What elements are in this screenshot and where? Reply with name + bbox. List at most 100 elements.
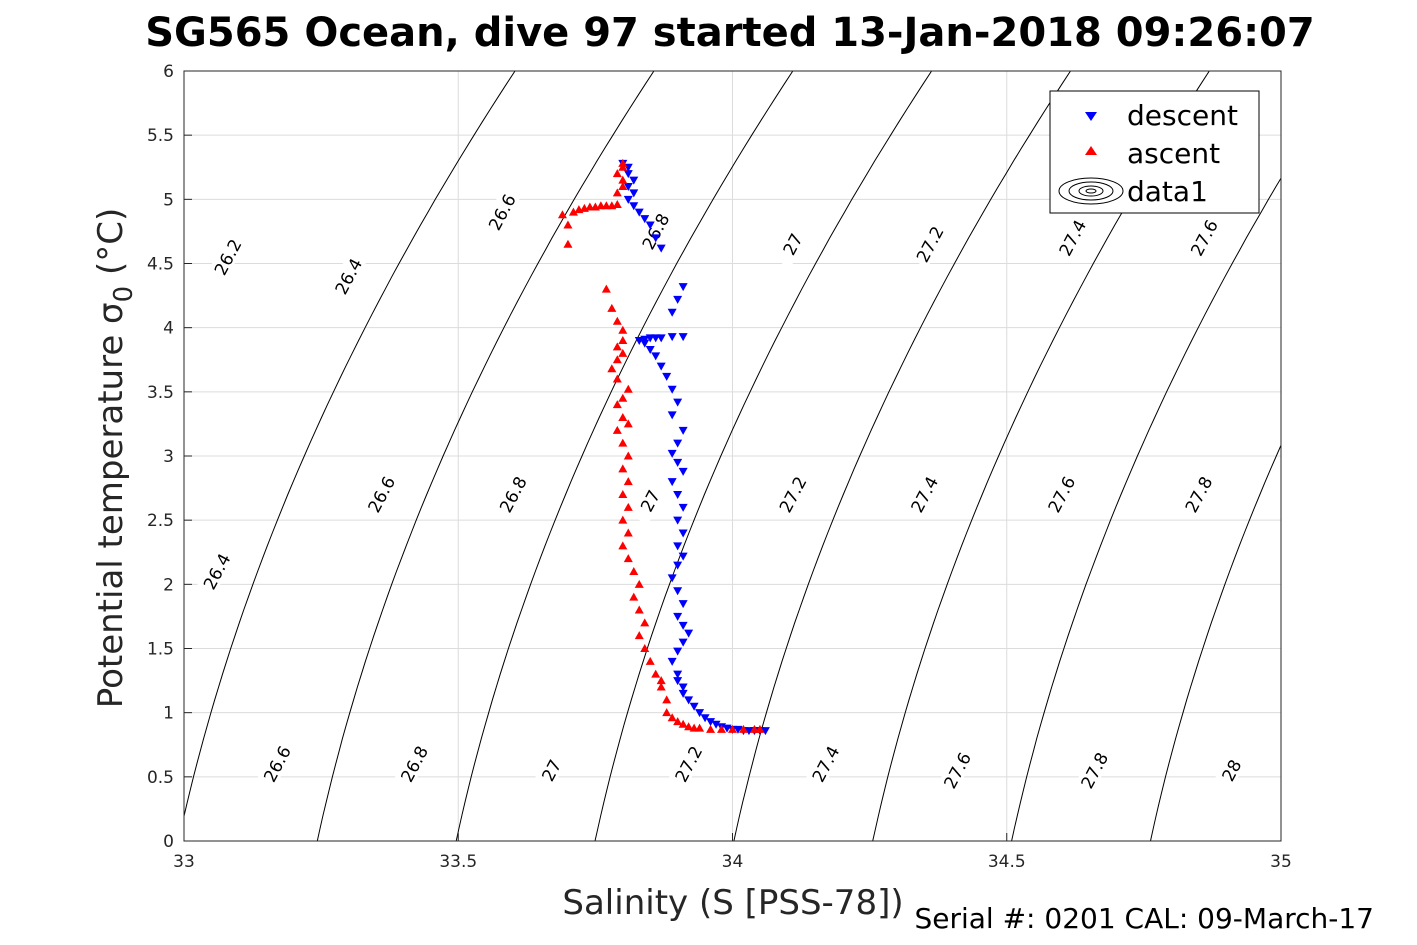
descent-point <box>673 670 683 679</box>
ascent-point <box>634 605 644 614</box>
descent-point <box>673 295 683 304</box>
descent-point <box>673 587 683 596</box>
y-tick-label: 3.5 <box>147 383 174 403</box>
serial-cal-footer: Serial #: 0201 CAL: 09-March-17 <box>914 902 1374 935</box>
ascent-point <box>640 644 650 652</box>
contour-label: 27.8 <box>1178 469 1217 519</box>
ascent-point <box>629 567 639 575</box>
descent-point <box>656 362 666 371</box>
ascent-point <box>656 682 666 691</box>
y-tick-label: 0 <box>163 832 174 852</box>
ascent-point <box>612 199 622 208</box>
descent-point <box>678 638 688 647</box>
ascent-point <box>634 579 644 588</box>
descent-point <box>678 600 688 609</box>
ascent-point <box>618 490 628 498</box>
contour-label: 27.6 <box>1041 469 1080 519</box>
ascent-point <box>618 348 628 357</box>
ascent-point <box>695 723 705 732</box>
descent-point <box>678 683 688 692</box>
y-tick-label: 3 <box>163 447 174 467</box>
descent-point <box>673 647 683 656</box>
ascent-point <box>618 336 628 344</box>
ascent-point <box>667 713 677 722</box>
descent-point <box>695 709 705 718</box>
ascent-point <box>678 719 688 728</box>
ascent-point <box>618 175 628 184</box>
descent-point <box>678 283 688 292</box>
contour-label: 26.8 <box>493 469 532 519</box>
y-tick-label: 5 <box>163 190 174 210</box>
descent-point <box>645 221 655 230</box>
ascent-point <box>568 207 578 216</box>
ascent-point <box>563 220 573 229</box>
contour-label: 27.2 <box>772 469 811 519</box>
x-tick-label: 35 <box>1270 852 1292 872</box>
ascent-point <box>618 413 628 421</box>
contour-label: 28 <box>1211 745 1250 795</box>
descent-point <box>651 352 661 361</box>
descent-point <box>673 439 683 448</box>
ascent-point <box>601 284 611 293</box>
descent-point <box>673 677 683 686</box>
y-tick-label: 6 <box>163 62 174 82</box>
descent-point <box>667 574 677 583</box>
legend-data1-label: data1 <box>1127 175 1208 208</box>
chart-title: SG565 Ocean, dive 97 started 13-Jan-2018… <box>145 10 1314 56</box>
descent-point <box>678 467 688 476</box>
descent-point <box>656 244 666 253</box>
isopycnal-line <box>1011 177 1281 841</box>
y-tick-label: 4.5 <box>147 255 174 275</box>
descent-point <box>684 629 694 638</box>
legend: descent ascent data1 <box>1049 90 1260 214</box>
descent-point <box>760 727 770 736</box>
isopycnal-line <box>594 71 933 841</box>
ascent-point <box>618 464 628 473</box>
legend-descent-label: descent <box>1127 99 1238 132</box>
y-tick-label: 2.5 <box>147 511 174 531</box>
descent-point <box>673 458 683 467</box>
descent-point <box>684 696 694 705</box>
y-tick-label: 5.5 <box>147 126 174 146</box>
legend-ascent-label: ascent <box>1127 137 1220 170</box>
contour-label: 26.2 <box>207 232 246 281</box>
y-tick-label: 1.5 <box>147 640 174 660</box>
descent-point <box>623 183 633 191</box>
isopycnal-line <box>184 71 516 819</box>
ascent-point <box>618 393 628 402</box>
ascent-point <box>623 477 633 486</box>
descent-point <box>678 552 688 561</box>
contour-label: 27 <box>772 219 812 268</box>
descent-point <box>667 478 677 487</box>
legend-contour-icon <box>1058 177 1124 205</box>
ascent-point <box>651 669 661 678</box>
ascent-point <box>618 515 628 524</box>
descent-point <box>645 345 655 354</box>
ascent-point <box>612 316 622 325</box>
ascent-point <box>662 708 672 717</box>
contour-label: 27 <box>630 476 669 525</box>
ascent-point <box>623 502 633 511</box>
ascent-point <box>612 188 622 197</box>
contour-labels: 26.2 26.4 26.6 26.8 27 27.2 27.4 27.6 26.4 26.6 26… <box>196 187 1250 795</box>
ascent-point <box>728 724 737 733</box>
descent-point <box>640 215 650 224</box>
ascent-point <box>563 239 573 248</box>
contour-label: 27.4 <box>805 739 844 788</box>
ascent-point <box>618 182 628 190</box>
isopycnal-line <box>733 71 1071 841</box>
density-contours <box>184 71 1281 841</box>
ascent-point <box>629 592 639 601</box>
descent-point <box>711 720 721 729</box>
descent-point <box>678 333 688 342</box>
x-tick-label: 34 <box>722 852 744 872</box>
contour-label: 26.4 <box>196 546 236 596</box>
ascent-point <box>612 342 622 351</box>
contour-label: 26.8 <box>394 739 433 788</box>
ascent-point <box>612 374 622 383</box>
contour-label: 27.2 <box>668 739 707 788</box>
descent-point <box>667 449 677 458</box>
descent-point <box>623 170 633 179</box>
ascent-point <box>623 384 633 393</box>
